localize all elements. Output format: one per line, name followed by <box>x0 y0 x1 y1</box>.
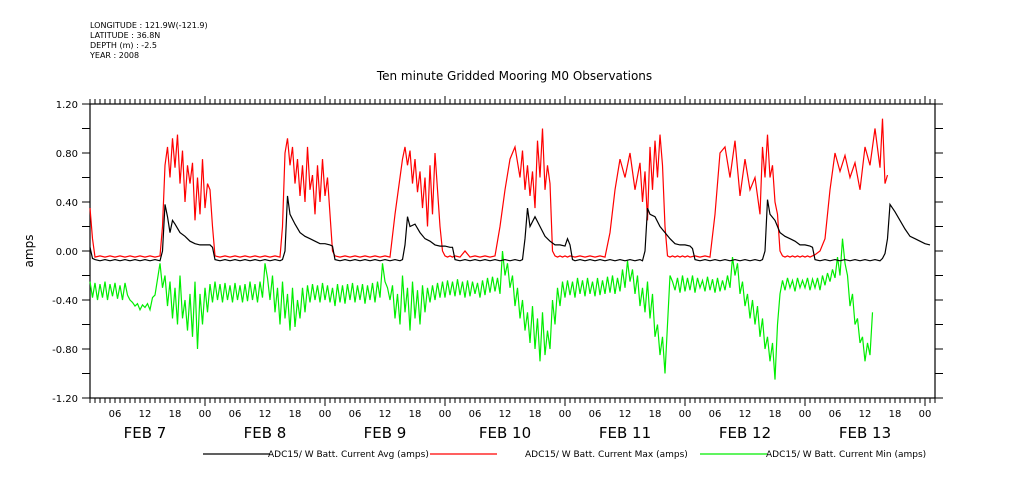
meta-longitude: LONGITUDE : 121.9W(-121.9) <box>90 21 208 30</box>
x-tick-label: 18 <box>409 409 422 420</box>
x-tick-label: 06 <box>589 409 602 420</box>
x-tick-label: 00 <box>679 409 692 420</box>
legend-label-max: ADC15/ W Batt. Current Max (amps) <box>525 450 688 460</box>
x-tick-label: 06 <box>109 409 122 420</box>
series-line-max <box>89 118 889 258</box>
x-day-label: FEB 11 <box>599 424 651 442</box>
x-tick-label: 06 <box>829 409 842 420</box>
x-tick-label: 18 <box>169 409 182 420</box>
x-tick-label: 06 <box>349 409 362 420</box>
y-tick-label: 0.80 <box>56 149 78 160</box>
meta-depth: DEPTH (m) : -2.5 <box>90 41 157 50</box>
y-tick-label: 0.40 <box>56 198 78 209</box>
legend-label-avg: ADC15/ W Batt. Current Avg (amps) <box>268 450 429 460</box>
x-day-label: FEB 9 <box>364 424 407 442</box>
x-tick-label: 18 <box>769 409 782 420</box>
chart-title: Ten minute Gridded Mooring M0 Observatio… <box>376 69 653 83</box>
x-tick-label: 12 <box>139 409 152 420</box>
y-tick-label: 1.20 <box>56 100 78 111</box>
axes: -1.20 -0.80 -0.40 0.00 0.40 0.80 1.20 amps 06 12 1… <box>22 96 943 442</box>
y-axis-label: amps <box>22 235 36 268</box>
x-tick-label: 00 <box>319 409 332 420</box>
y-tick-label: -0.80 <box>52 345 78 356</box>
x-tick-label: 06 <box>469 409 482 420</box>
series-layer <box>89 118 931 380</box>
x-day-label: FEB 12 <box>719 424 771 442</box>
y-tick-label: -1.20 <box>52 394 78 405</box>
x-tick-label: 00 <box>919 409 932 420</box>
x-tick-label: 18 <box>889 409 902 420</box>
y-tick-label: 0.00 <box>56 247 78 258</box>
x-day-label: FEB 7 <box>124 424 167 442</box>
x-tick-label: 12 <box>859 409 872 420</box>
metadata-block: LONGITUDE : 121.9W(-121.9) LATITUDE : 36… <box>90 21 208 61</box>
x-tick-label: 00 <box>559 409 572 420</box>
x-tick-label: 12 <box>259 409 272 420</box>
x-tick-label: 12 <box>739 409 752 420</box>
x-day-label: FEB 13 <box>839 424 891 442</box>
x-tick-label: 06 <box>229 409 242 420</box>
x-tick-label: 18 <box>649 409 662 420</box>
y-tick-label: -0.40 <box>52 296 78 307</box>
x-tick-label: 00 <box>799 409 812 420</box>
x-tick-label: 18 <box>529 409 542 420</box>
plot-frame <box>89 103 936 399</box>
x-tick-label: 12 <box>619 409 632 420</box>
legend-label-min: ADC15/ W Batt. Current Min (amps) <box>766 450 926 460</box>
x-day-label: FEB 10 <box>479 424 531 442</box>
meta-latitude: LATITUDE : 36.8N <box>90 31 161 40</box>
x-tick-label: 18 <box>289 409 302 420</box>
series-line-avg <box>89 195 931 262</box>
legend: ADC15/ W Batt. Current Avg (amps) ADC15/ … <box>203 450 926 460</box>
x-tick-label: 06 <box>709 409 722 420</box>
x-tick-label: 00 <box>439 409 452 420</box>
x-tick-label: 00 <box>199 409 212 420</box>
meta-year: YEAR : 2008 <box>90 51 140 60</box>
x-tick-label: 12 <box>379 409 392 420</box>
series-line-min <box>89 238 874 380</box>
x-tick-label: 12 <box>499 409 512 420</box>
x-day-label: FEB 8 <box>244 424 287 442</box>
